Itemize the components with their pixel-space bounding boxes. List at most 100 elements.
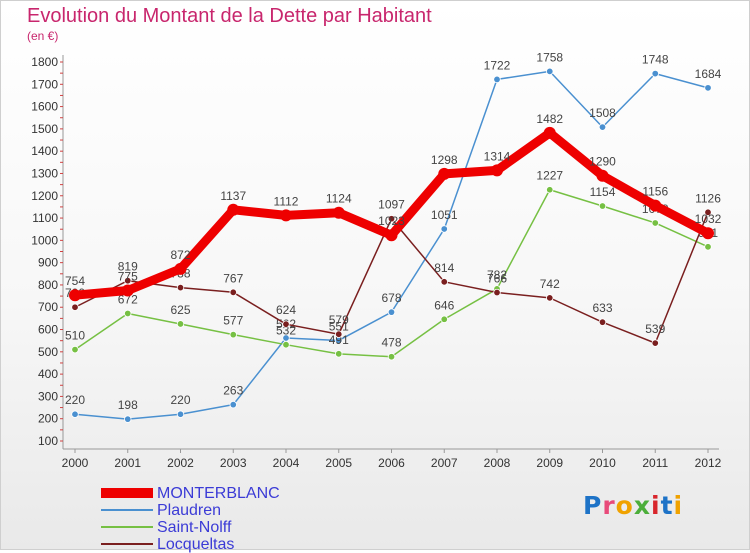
y-tick-label: 1200 (31, 189, 58, 203)
data-point-locqueltas (440, 278, 448, 286)
data-point-locqueltas (229, 288, 237, 296)
data-label-monterblanc: 1112 (274, 194, 299, 208)
data-label-plaudren: 263 (223, 384, 243, 398)
data-label-monterblanc: 1032 (695, 212, 722, 226)
x-tick-label: 2010 (589, 456, 616, 470)
data-point-monterblanc (121, 284, 134, 297)
data-point-plaudren (124, 415, 132, 423)
data-point-saint-nolff (176, 320, 185, 328)
proxiti-logo: Proxiti (583, 491, 683, 520)
data-point-locqueltas (387, 215, 396, 223)
y-tick-label: 100 (38, 434, 58, 448)
y-tick-label: 1500 (31, 122, 58, 136)
data-label-locqueltas: 1126 (695, 191, 721, 205)
y-tick-label: 900 (38, 256, 58, 270)
data-point-plaudren (493, 75, 501, 84)
data-point-saint-nolff (704, 243, 712, 251)
data-label-saint-nolff: 478 (381, 336, 401, 350)
data-point-plaudren (387, 308, 396, 316)
y-tick-label: 200 (38, 412, 58, 426)
data-label-saint-nolff: 1227 (536, 169, 563, 183)
data-point-monterblanc (702, 227, 714, 240)
x-tick-label: 2005 (325, 456, 352, 470)
x-tick-label: 2003 (220, 456, 247, 470)
data-point-plaudren (229, 400, 237, 409)
data-label-monterblanc: 1314 (484, 149, 511, 163)
x-tick-label: 2004 (273, 456, 300, 470)
x-tick-label: 2008 (484, 456, 511, 470)
data-point-monterblanc (491, 164, 503, 177)
data-point-plaudren (440, 225, 448, 233)
x-tick-label: 2006 (378, 456, 405, 470)
y-tick-label: 1000 (31, 233, 58, 247)
data-point-monterblanc (649, 199, 662, 212)
y-tick-label: 600 (38, 323, 58, 337)
data-label-plaudren: 198 (118, 398, 138, 412)
data-point-locqueltas (651, 339, 659, 347)
data-label-plaudren: 1722 (484, 58, 511, 72)
y-tick-label: 700 (38, 300, 58, 314)
y-tick-label: 500 (38, 345, 58, 359)
x-tick-label: 2000 (62, 456, 89, 470)
x-tick-label: 2009 (536, 456, 563, 470)
data-label-monterblanc: 1124 (326, 192, 352, 206)
data-point-locqueltas (282, 320, 290, 328)
data-label-monterblanc: 1156 (642, 185, 668, 199)
data-point-saint-nolff (651, 219, 659, 227)
y-tick-label: 1600 (31, 100, 58, 114)
data-label-locqueltas: 633 (592, 301, 612, 315)
data-label-monterblanc: 872 (170, 248, 190, 262)
data-point-monterblanc (227, 203, 240, 216)
data-label-plaudren: 1758 (536, 50, 563, 64)
data-label-monterblanc: 1023 (378, 214, 405, 228)
data-label-monterblanc: 1137 (220, 189, 246, 203)
data-point-saint-nolff (546, 186, 554, 194)
data-point-monterblanc (596, 169, 609, 182)
data-label-locqueltas: 624 (276, 303, 296, 317)
data-label-saint-nolff: 1154 (590, 185, 616, 199)
data-point-saint-nolff (440, 315, 448, 323)
data-label-monterblanc: 1290 (589, 155, 616, 169)
x-tick-label: 2011 (642, 456, 668, 470)
y-tick-label: 1300 (31, 166, 58, 180)
logo-letter: P (583, 491, 603, 520)
data-label-saint-nolff: 625 (170, 303, 190, 317)
logo-letter: r (602, 491, 616, 520)
logo-letter: i (673, 491, 684, 520)
data-point-plaudren (546, 67, 554, 76)
data-label-monterblanc: 754 (65, 274, 85, 288)
x-tick-label: 2007 (431, 456, 458, 470)
data-point-monterblanc (69, 289, 81, 302)
data-point-monterblanc (438, 167, 451, 180)
x-tick-label: 2001 (114, 456, 141, 470)
legend-label-monterblanc: MONTERBLANC (157, 485, 280, 502)
data-point-saint-nolff (598, 202, 607, 210)
data-point-monterblanc (280, 209, 292, 222)
y-tick-label: 1400 (31, 144, 58, 158)
data-label-plaudren: 1684 (695, 67, 722, 81)
y-tick-label: 1100 (32, 211, 58, 225)
data-point-saint-nolff (387, 353, 396, 361)
data-point-locqueltas (493, 288, 501, 297)
data-point-plaudren (176, 410, 185, 418)
data-label-monterblanc: 775 (118, 270, 138, 284)
data-label-plaudren: 1748 (642, 53, 669, 67)
data-label-saint-nolff: 672 (118, 292, 138, 306)
data-point-saint-nolff (71, 345, 79, 354)
legend-label-saint-nolff: Saint-Nolff (157, 519, 232, 536)
data-point-locqueltas (704, 208, 712, 216)
data-label-locqueltas: 814 (434, 261, 454, 275)
data-label-locqueltas: 742 (540, 277, 560, 291)
y-tick-label: 1800 (31, 55, 58, 69)
y-tick-label: 1700 (31, 77, 58, 91)
data-label-saint-nolff: 491 (329, 333, 349, 347)
legend-label-locqueltas: Locqueltas (157, 536, 235, 553)
data-point-monterblanc (543, 126, 556, 139)
data-label-monterblanc: 1482 (536, 112, 563, 126)
data-label-plaudren: 1508 (589, 106, 616, 120)
data-label-plaudren: 1051 (431, 208, 458, 222)
data-point-plaudren (704, 84, 712, 92)
data-label-monterblanc: 1298 (431, 153, 458, 167)
y-tick-label: 800 (38, 278, 58, 292)
